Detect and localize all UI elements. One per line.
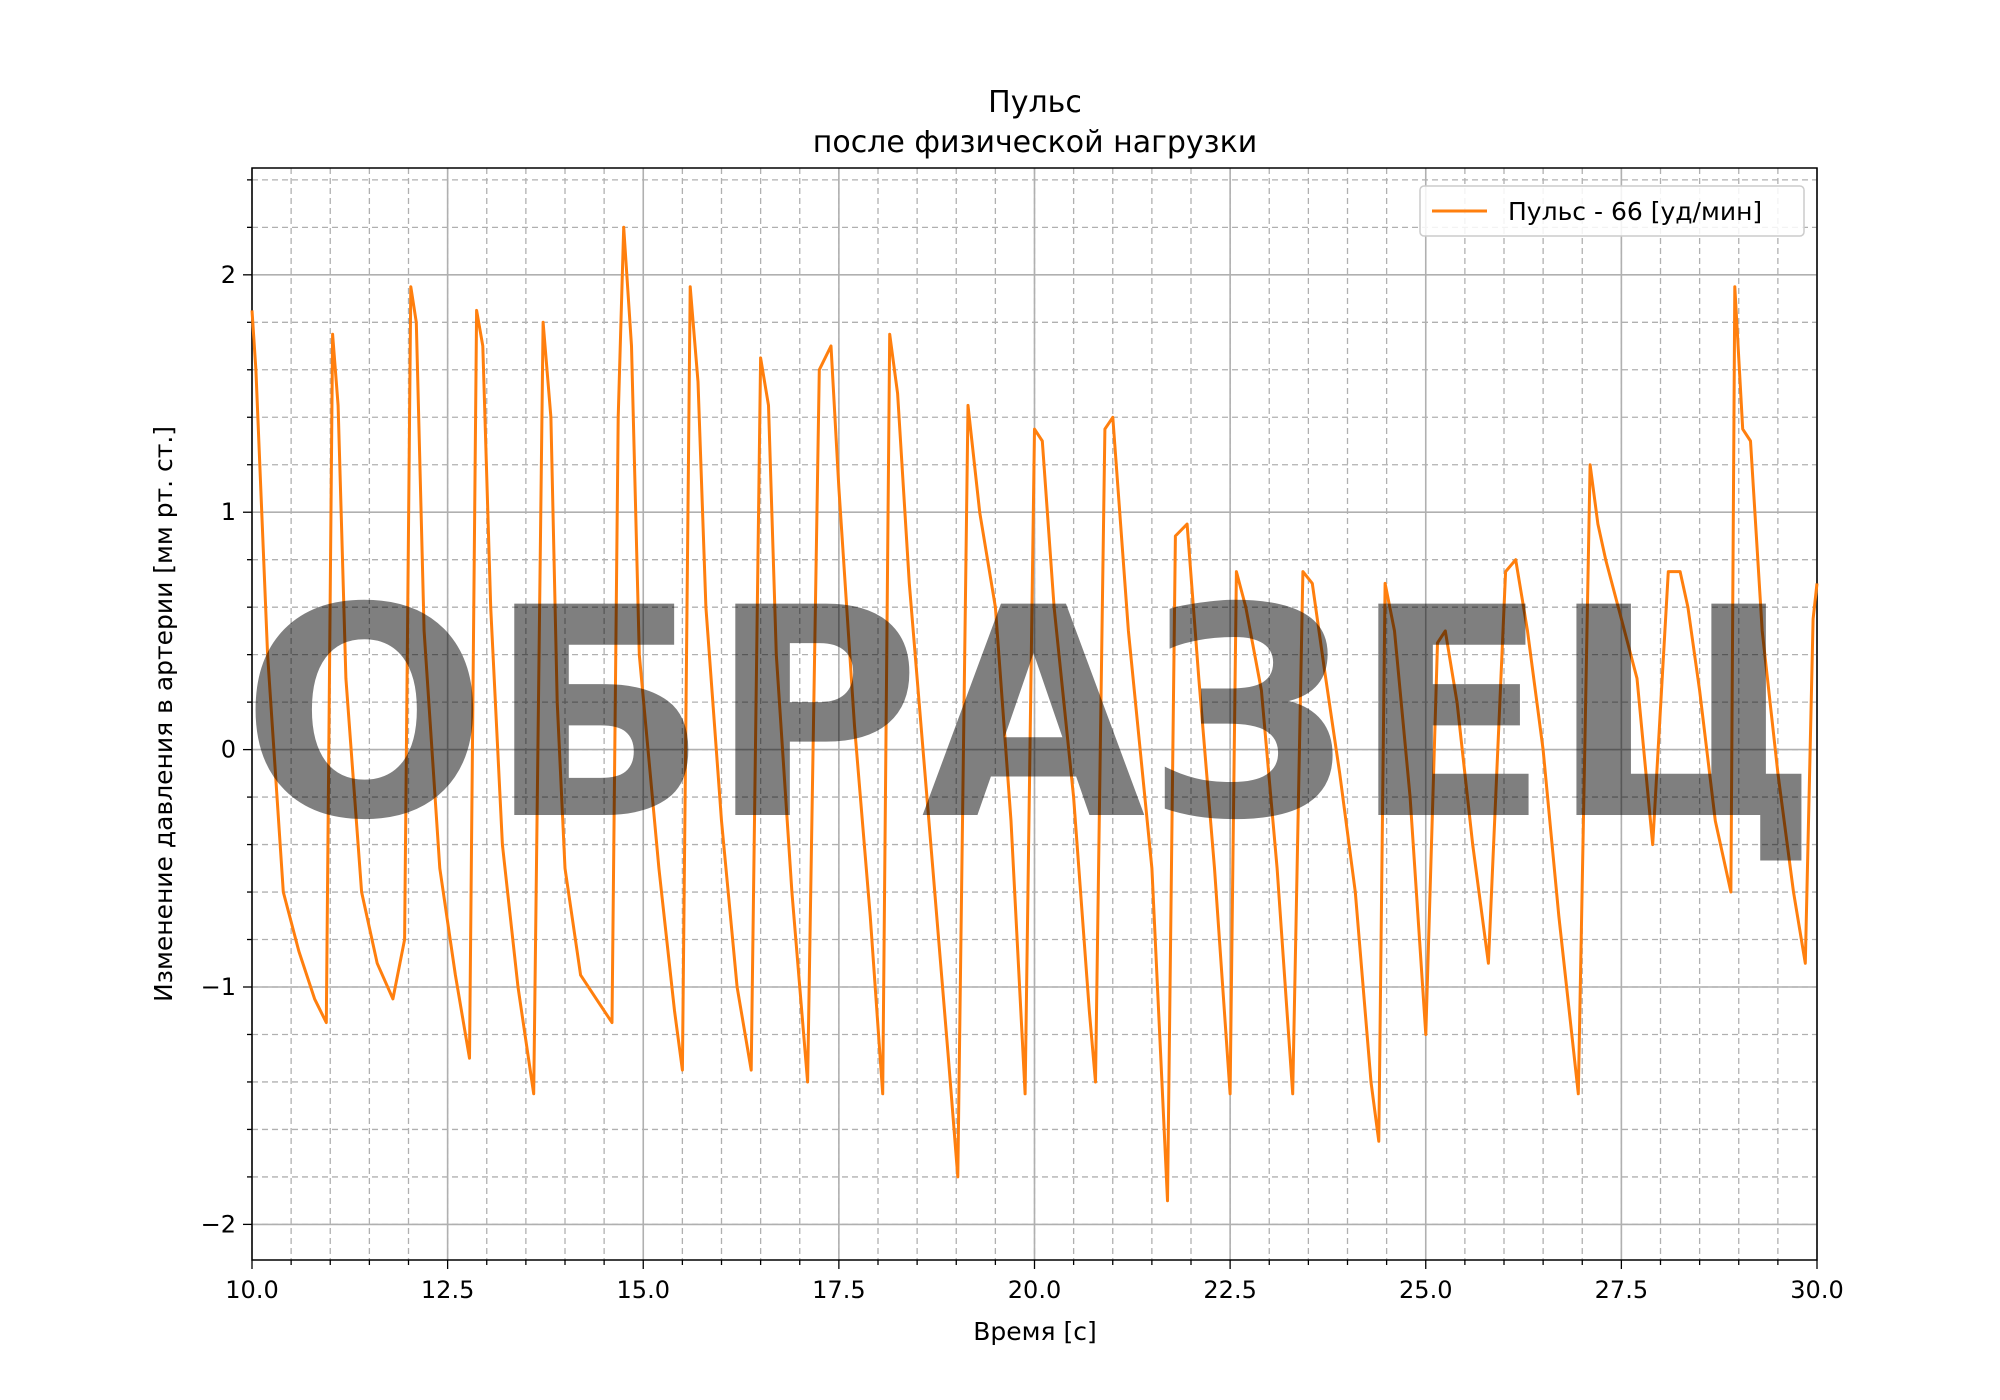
legend-entry-label: Пульс - 66 [уд/мин] (1508, 197, 1762, 226)
y-tick-label: −1 (201, 973, 236, 1001)
x-tick-marks (251, 1260, 1818, 1269)
y-tick-label: 0 (221, 736, 236, 764)
x-tick-label: 25.0 (1399, 1276, 1452, 1304)
x-tick-label: 30.0 (1790, 1276, 1843, 1304)
y-tick-marks (243, 179, 252, 1226)
chart-title: Пульс (988, 85, 1082, 120)
watermark-text: ОБРАЗЕЦ (241, 547, 1819, 884)
x-tick-label: 22.5 (1203, 1276, 1256, 1304)
y-axis-label: Изменение давления в артерии [мм рт. ст.… (149, 426, 178, 1002)
y-tick-labels: −2 −1 0 1 2 (201, 261, 236, 1239)
x-tick-labels: 10.0 12.5 15.0 17.5 20.0 22.5 25.0 27.5 30.0 (225, 1276, 1843, 1304)
x-tick-label: 20.0 (1008, 1276, 1061, 1304)
major-grid (251, 168, 1818, 1260)
x-tick-label: 15.0 (617, 1276, 670, 1304)
legend: Пульс - 66 [уд/мин] (1419, 185, 1805, 237)
x-axis-label: Время [с] (973, 1317, 1097, 1346)
pulse-series-line (250, 225, 1819, 1203)
chart-subtitle: после физической нагрузки (813, 125, 1258, 160)
series-group (250, 225, 1819, 1203)
y-tick-label: 1 (221, 498, 236, 526)
legend-box (1419, 185, 1805, 237)
x-tick-label: 27.5 (1595, 1276, 1648, 1304)
y-tick-label: 2 (221, 261, 236, 289)
x-tick-label: 10.0 (225, 1276, 278, 1304)
y-tick-label: −2 (201, 1210, 236, 1238)
x-tick-label: 17.5 (812, 1276, 865, 1304)
x-tick-label: 12.5 (421, 1276, 474, 1304)
